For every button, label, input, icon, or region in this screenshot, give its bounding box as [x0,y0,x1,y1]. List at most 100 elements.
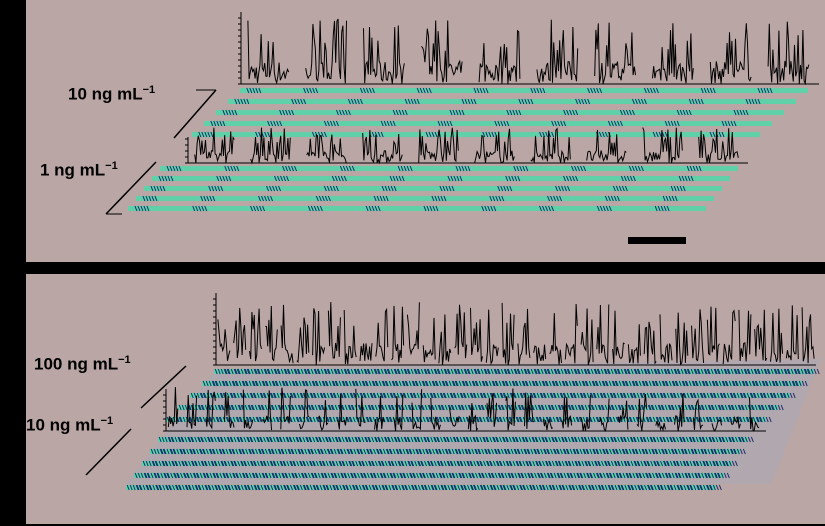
array-dash [306,460,309,467]
array-dash [313,392,317,399]
array-dash [493,205,497,212]
array-dash [658,404,662,411]
array-dash [238,448,242,455]
array-dash [511,380,515,387]
array-dash [373,195,377,202]
array-dash [722,392,726,399]
array-dash [691,436,695,443]
array-dash [432,380,436,387]
array-dash [536,460,539,467]
array-dash [221,448,225,455]
array-dash [456,460,460,467]
array-dash [258,87,262,94]
array-dash [142,195,146,202]
array-dash [514,436,518,443]
array-dash [492,380,496,387]
array-dash [706,392,710,399]
array-dash [710,404,714,411]
array-dash [380,404,384,411]
array-dash [320,131,324,138]
array-dash [478,380,482,387]
array-dash [704,380,708,387]
array-dash [436,416,440,423]
array-dash [581,404,585,411]
array-dash [586,416,590,423]
array-dash [693,392,697,399]
array-dash [245,472,249,479]
array-dash [345,460,349,467]
array-dash [619,392,623,399]
array-dash [688,404,692,411]
array-dash [126,484,130,491]
array-dash [486,460,489,467]
array-dash [448,185,452,192]
array-dash [508,472,512,479]
array-dash [751,380,755,387]
array-dash [527,472,531,479]
array-dash [399,472,403,479]
array-dash [338,460,342,467]
array-dash [639,392,643,399]
array-dash [152,484,156,491]
array-dash [604,195,608,202]
array-dash [593,392,597,399]
array-dash [618,484,622,491]
array-dash [487,205,491,212]
array-dash [608,205,612,212]
array-dash [316,416,320,423]
array-dash [397,165,401,172]
array-dash [506,368,510,375]
array-dash [390,185,394,192]
array-dash [506,120,510,127]
array-dash [214,484,218,491]
array-dash [328,380,332,387]
array-dash [386,416,390,423]
array-dash [297,98,301,105]
array-dash [581,98,585,105]
array-dash [275,185,279,192]
array-dash [403,368,407,375]
array-dash [605,205,609,212]
array-dash [628,109,632,116]
array-dash [274,404,278,411]
array-dash [660,368,664,375]
array-dash [676,185,680,192]
axis-diagonal [85,428,132,476]
array-dash [526,368,530,375]
array-dash [222,120,226,127]
array-dash [582,416,586,423]
array-dash [529,416,533,423]
top-panel: 10 ng mL−1 1 ng mL−1 [26,0,825,262]
array-dash [225,472,229,479]
array-dash [540,472,543,479]
array-dash [390,436,394,443]
array-dash [323,185,327,192]
array-dash [707,448,711,455]
array-dash [308,448,311,455]
array-dash [449,392,453,399]
array-dash [590,87,594,94]
array-dash [515,416,519,423]
array-dash [451,185,455,192]
array-dash [376,195,380,202]
array-dash [407,460,411,467]
array-dash [326,392,330,399]
array-dash [673,460,677,467]
array-dash [569,109,573,116]
array-dash [618,448,622,455]
array-dash [551,460,555,467]
array-dash [465,380,469,387]
array-dash [345,484,349,491]
array-dash [447,368,451,375]
array-dash [554,380,558,387]
array-dash [483,392,487,399]
array-dash [690,368,694,375]
array-dash [537,472,541,479]
array-dash [194,460,198,467]
array-dash [618,185,622,192]
array-dash [517,472,521,479]
array-dash [623,392,627,399]
array-dash [530,448,534,455]
array-dash [191,484,195,491]
array-dash [378,484,382,491]
